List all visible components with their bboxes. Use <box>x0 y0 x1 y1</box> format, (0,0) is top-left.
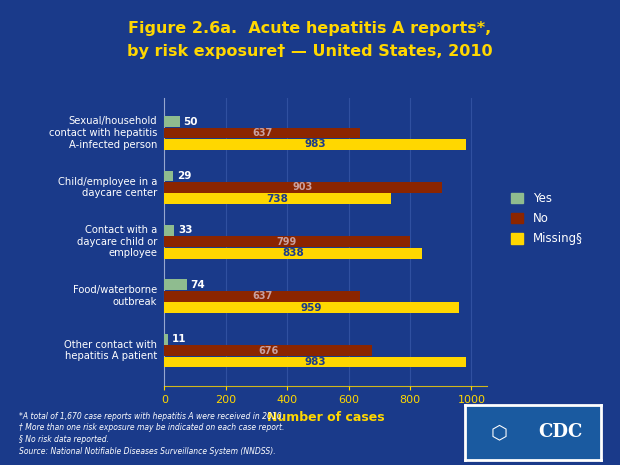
Text: by risk exposure† — United States, 2010: by risk exposure† — United States, 2010 <box>127 44 493 59</box>
Text: 983: 983 <box>304 140 326 149</box>
Text: 637: 637 <box>252 128 272 138</box>
Text: 838: 838 <box>282 248 304 258</box>
Bar <box>164 182 441 193</box>
Bar <box>164 291 360 302</box>
Text: 29: 29 <box>177 171 191 181</box>
Text: 903: 903 <box>293 182 313 193</box>
Bar <box>164 248 422 259</box>
Text: 50: 50 <box>184 117 198 126</box>
Text: 799: 799 <box>277 237 297 247</box>
Legend: Yes, No, Missing§: Yes, No, Missing§ <box>505 186 588 251</box>
Text: 676: 676 <box>258 345 278 356</box>
Bar <box>164 302 459 313</box>
Bar <box>164 171 173 181</box>
Text: 74: 74 <box>191 280 205 290</box>
Text: 959: 959 <box>301 303 322 312</box>
Text: CDC: CDC <box>538 424 583 441</box>
X-axis label: Number of cases: Number of cases <box>267 411 384 424</box>
Bar <box>164 127 360 139</box>
Bar <box>164 139 466 150</box>
Text: 637: 637 <box>252 291 272 301</box>
Bar <box>164 225 174 236</box>
Bar <box>164 279 187 290</box>
Bar <box>164 193 391 204</box>
Text: 33: 33 <box>178 226 193 235</box>
Text: 983: 983 <box>304 357 326 367</box>
Text: *A total of 1,670 case reports with hepatitis A were received in 2010.
† More th: *A total of 1,670 case reports with hepa… <box>19 412 284 456</box>
Bar <box>164 345 372 356</box>
Text: ⬡: ⬡ <box>490 423 508 442</box>
Bar <box>164 116 180 127</box>
Text: 738: 738 <box>267 194 288 204</box>
Bar <box>164 357 466 367</box>
Text: Figure 2.6a.  Acute hepatitis A reports*,: Figure 2.6a. Acute hepatitis A reports*, <box>128 21 492 36</box>
Bar <box>164 236 410 247</box>
Text: 11: 11 <box>171 334 186 344</box>
Bar <box>164 334 167 345</box>
